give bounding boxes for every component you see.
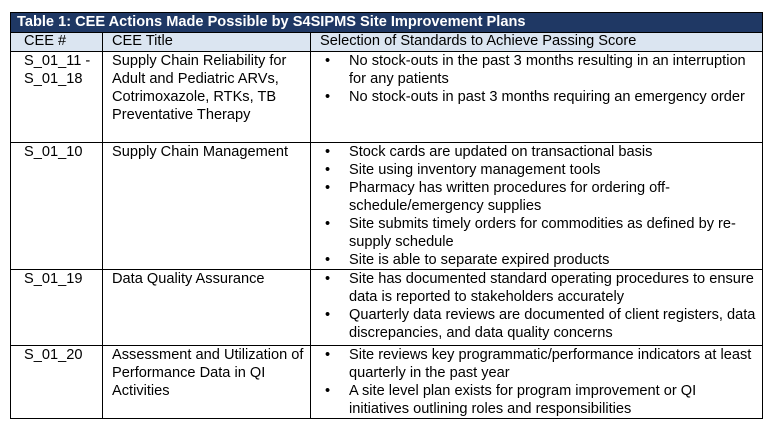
standard-item: Pharmacy has written procedures for orde… xyxy=(320,179,758,215)
standards-cell: Stock cards are updated on transactional… xyxy=(309,142,764,270)
standard-item: No stock-outs in past 3 months requiring… xyxy=(320,88,758,106)
standards-list: Site has documented standard operating p… xyxy=(320,271,758,343)
standards-cell: Site has documented standard operating p… xyxy=(309,269,764,346)
standards-list: Site reviews key programmatic/performanc… xyxy=(320,347,758,418)
cee-title: Assessment and Utilization of Performanc… xyxy=(102,345,311,419)
standard-item: Stock cards are updated on transactional… xyxy=(320,144,758,162)
cee-title: Supply Chain Management xyxy=(102,142,311,270)
cee-number: S_01_19 xyxy=(10,269,103,346)
cee-number-cell: S_01_11 - S_01_18 xyxy=(10,51,103,143)
header-cee-title: CEE Title xyxy=(102,32,311,52)
standard-item: Site reviews key programmatic/performanc… xyxy=(320,347,758,383)
standard-item: Quarterly data reviews are documented of… xyxy=(320,306,758,342)
standards-list: Stock cards are updated on transactional… xyxy=(320,144,758,269)
standard-item: Site submits timely orders for commoditi… xyxy=(320,215,758,251)
cee-actions-table: Table 1: CEE Actions Made Possible by S4… xyxy=(9,12,764,419)
cee-number-continued: S_01_18 xyxy=(24,71,83,87)
standards-list: No stock-outs in the past 3 months resul… xyxy=(320,53,758,107)
header-cee-number: CEE # xyxy=(10,32,103,52)
table-row: S_01_11 - S_01_18 Supply Chain Reliabili… xyxy=(10,51,764,143)
cee-number: S_01_11 - xyxy=(24,53,91,69)
standard-item: Site has documented standard operating p… xyxy=(320,271,758,307)
header-standards: Selection of Standards to Achieve Passin… xyxy=(309,32,764,52)
cee-title: Supply Chain Reliability for Adult and P… xyxy=(102,51,311,143)
standard-item: Site using inventory management tools xyxy=(320,161,758,179)
standards-cell: Site reviews key programmatic/performanc… xyxy=(309,345,764,419)
table-row: S_01_19 Data Quality Assurance Site has … xyxy=(10,269,764,346)
cee-number: S_01_20 xyxy=(10,345,103,419)
caption-row: Table 1: CEE Actions Made Possible by S4… xyxy=(9,12,764,33)
cee-number: S_01_10 xyxy=(10,142,103,270)
header-row: CEE # CEE Title Selection of Standards t… xyxy=(10,32,764,52)
table-row: S_01_10 Supply Chain Management Stock ca… xyxy=(10,142,764,270)
standard-item: No stock-outs in the past 3 months resul… xyxy=(320,53,758,89)
table-row: S_01_20 Assessment and Utilization of Pe… xyxy=(10,345,764,419)
standard-item: A site level plan exists for program imp… xyxy=(320,382,758,418)
standards-cell: No stock-outs in the past 3 months resul… xyxy=(309,51,764,143)
table-caption: Table 1: CEE Actions Made Possible by S4… xyxy=(9,12,764,33)
cee-title: Data Quality Assurance xyxy=(102,269,311,346)
standard-item: Site is able to separate expired product… xyxy=(320,251,758,269)
